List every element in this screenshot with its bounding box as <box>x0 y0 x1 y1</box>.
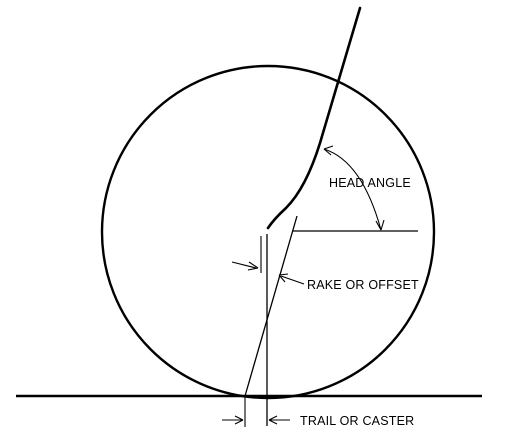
rake-leader-line <box>280 275 305 285</box>
rake-or-offset-label: RAKE OR OFFSET <box>307 278 419 292</box>
trail-left-arrowhead <box>234 415 244 425</box>
trail-right-arrowhead <box>268 415 278 425</box>
wheel-circle <box>100 64 436 400</box>
head-angle-arrow-top <box>323 145 334 156</box>
rake-left-arrowhead <box>247 261 259 271</box>
fork-blade <box>266 6 362 230</box>
head-angle-arrow-bottom <box>375 219 385 231</box>
rake-left-arrow-shaft <box>231 261 257 269</box>
head-angle-label: HEAD ANGLE <box>329 176 411 190</box>
head-angle-arc <box>323 148 382 231</box>
steering-axis-line <box>244 215 298 397</box>
rake-right-arrowhead <box>278 273 289 283</box>
trail-or-caster-label: TRAIL OR CASTER <box>300 414 414 428</box>
